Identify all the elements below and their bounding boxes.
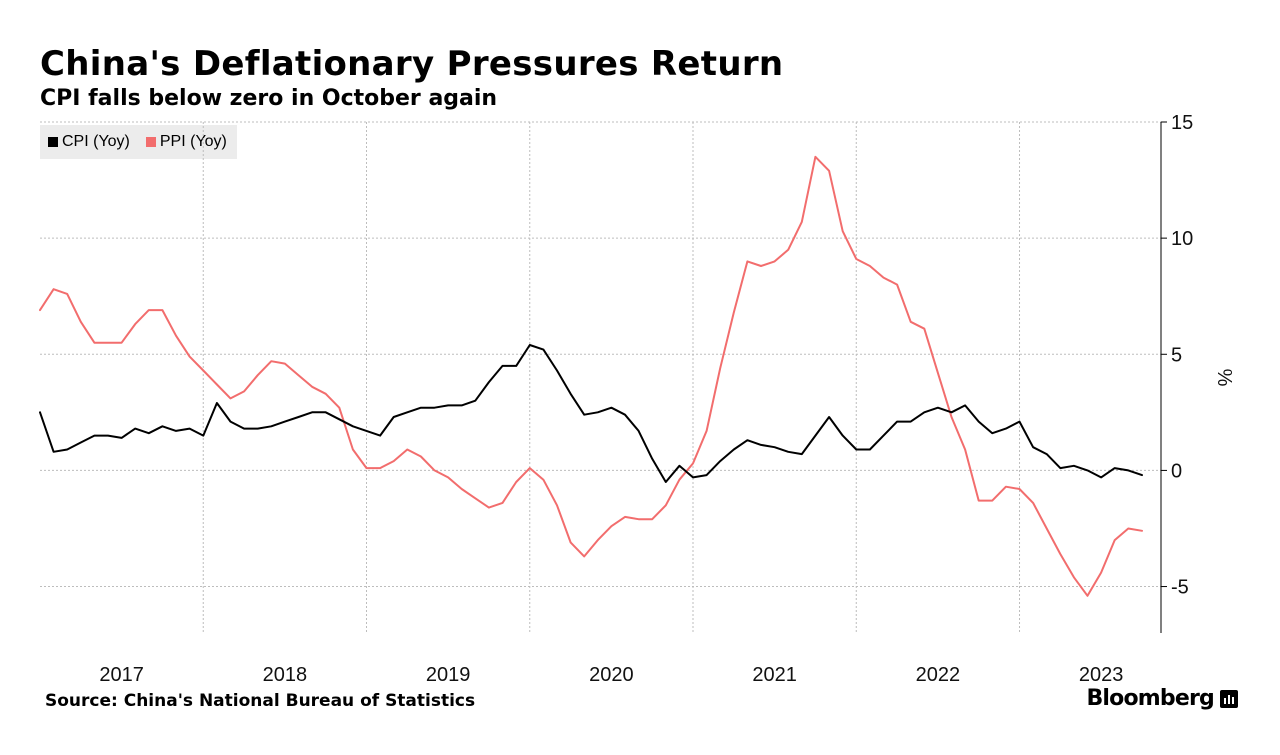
x-tick-label: 2017 bbox=[99, 664, 144, 686]
cpi-series-line bbox=[39, 344, 1143, 483]
x-tick-label: 2018 bbox=[263, 664, 308, 686]
y-tick-label: 0 bbox=[1171, 460, 1182, 482]
bloomberg-terminal-icon bbox=[1220, 689, 1238, 708]
y-axis-unit-label: % bbox=[1213, 369, 1235, 387]
legend-label-ppi: PPI (Yoy) bbox=[159, 133, 227, 150]
x-tick-label: 2022 bbox=[916, 664, 961, 686]
legend-item-cpi: CPI (Yoy) bbox=[48, 133, 130, 151]
y-tick-label: 10 bbox=[1171, 228, 1193, 250]
y-tick-label: 15 bbox=[1171, 112, 1193, 134]
legend-label-cpi: CPI (Yoy) bbox=[62, 133, 130, 150]
chart-subtitle: CPI falls below zero in October again bbox=[40, 86, 498, 111]
chart-title: China's Deflationary Pressures Return bbox=[40, 44, 784, 84]
source-note: Source: China's National Bureau of Stati… bbox=[45, 691, 476, 711]
legend-item-ppi: PPI (Yoy) bbox=[145, 133, 227, 151]
x-tick-label: 2023 bbox=[1079, 664, 1124, 686]
y-tick-label: -5 bbox=[1171, 577, 1189, 599]
legend-swatch-cpi bbox=[48, 137, 58, 147]
legend-swatch-ppi bbox=[145, 137, 156, 147]
y-tick-label: 5 bbox=[1171, 344, 1182, 366]
x-tick-label: 2019 bbox=[426, 664, 471, 686]
x-tick-label: 2020 bbox=[589, 664, 634, 686]
brand-wordmark: Bloomberg bbox=[1086, 686, 1214, 711]
ppi-series-line bbox=[39, 155, 1143, 597]
brand-logo: Bloomberg bbox=[1086, 686, 1238, 711]
x-tick-label: 2021 bbox=[752, 664, 797, 686]
chart-legend: CPI (Yoy) PPI (Yoy) bbox=[40, 125, 237, 159]
